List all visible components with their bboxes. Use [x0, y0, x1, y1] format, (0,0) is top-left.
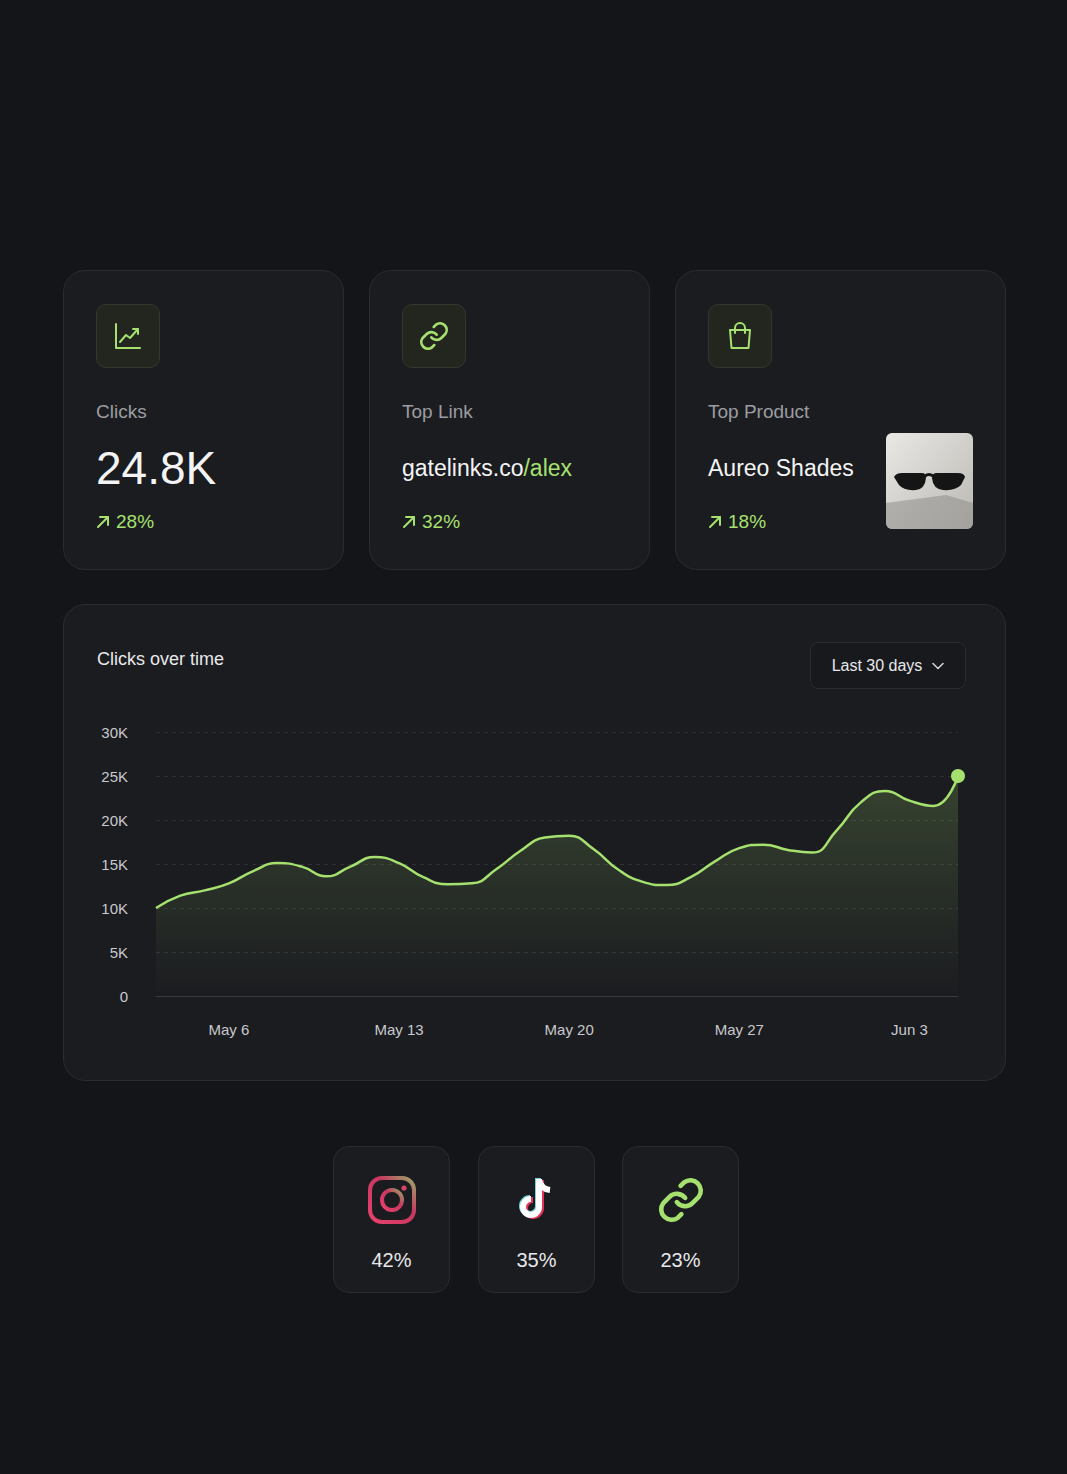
html-text:23%: 23%	[660, 1249, 701, 1271]
svg-text:5K: 5K	[110, 944, 128, 961]
svg-text:10K: 10K	[101, 900, 128, 917]
html-text:Aureo Shades: Aureo Shades	[708, 455, 854, 481]
html-text:Top Product: Top Product	[708, 401, 810, 422]
svg-text:May 13: May 13	[374, 1021, 423, 1038]
svg-text:20K: 20K	[101, 812, 128, 829]
svg-text:25K: 25K	[101, 768, 128, 785]
svg-text:Jun 3: Jun 3	[891, 1021, 928, 1038]
html-text:42%: 42%	[371, 1249, 412, 1271]
html-text:gatelinks.co /alex: gatelinks.co /alex	[402, 455, 573, 481]
html-text:35%: 35%	[516, 1249, 557, 1271]
html-text:18%: 18%	[728, 511, 766, 532]
svg-text:May 27: May 27	[715, 1021, 764, 1038]
html-text:28%: 28%	[116, 511, 154, 532]
html-text:Top Link: Top Link	[402, 401, 473, 422]
html-text:32%: 32%	[422, 511, 460, 532]
svg-text:0: 0	[120, 988, 128, 1005]
html-text:Clicks: Clicks	[96, 401, 147, 422]
html-text:Last 30 days: Last 30 days	[831, 656, 923, 674]
svg-text:May 20: May 20	[545, 1021, 594, 1038]
svg-text:May 6: May 6	[208, 1021, 249, 1038]
html-text:Clicks over time: Clicks over time	[97, 649, 224, 669]
html-text:24.8K: 24.8K	[96, 442, 217, 494]
svg-text:15K: 15K	[101, 856, 128, 873]
svg-text:30K: 30K	[101, 724, 128, 741]
